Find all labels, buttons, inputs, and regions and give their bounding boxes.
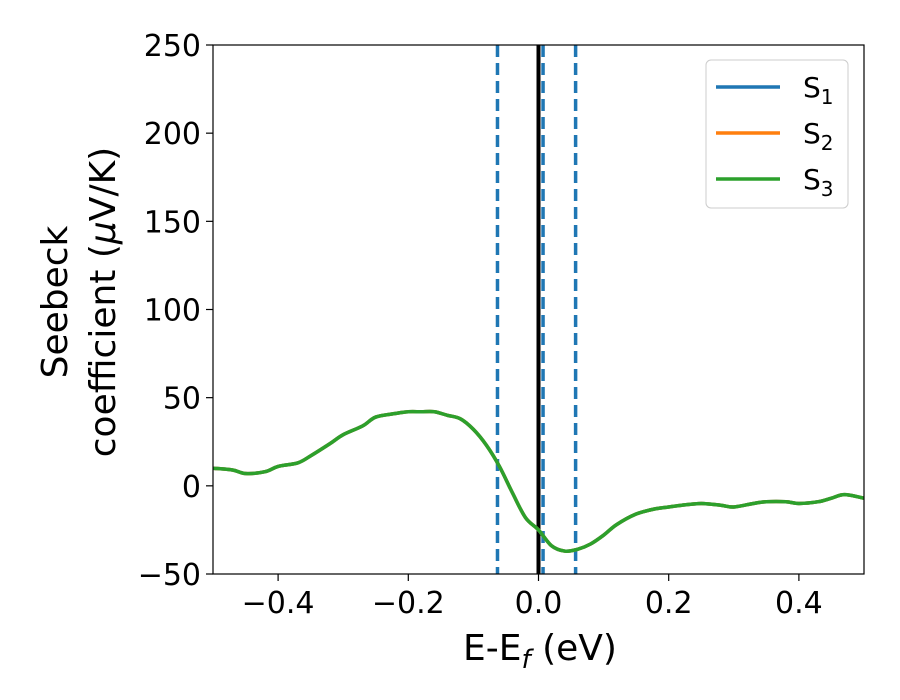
legend-label-s1: S1: [803, 71, 834, 109]
x-tick-label: −0.2: [372, 586, 445, 621]
y-tick-label: 250: [144, 29, 201, 64]
x-axis-label: E-Ef (eV): [463, 628, 617, 675]
series-line-s3: [213, 409, 864, 553]
x-axis-label-unit: (eV): [531, 628, 617, 669]
x-tick-label: −0.4: [242, 586, 315, 621]
y-axis-label-mu: μ: [83, 221, 124, 245]
y-axis-label-line1: Seebeck: [35, 225, 76, 378]
y-tick-label: 50: [163, 382, 201, 417]
x-tick-label: 0.4: [775, 586, 823, 621]
y-axis-label-text: coefficient (: [83, 244, 124, 457]
y-tick-label: −50: [138, 558, 201, 593]
y-tick-label: 150: [144, 205, 201, 240]
x-tick-label: 0.2: [645, 586, 693, 621]
y-axis-label-line2: coefficient (μV/K): [83, 147, 124, 457]
legend-label-s3: S3: [803, 163, 834, 201]
y-tick-label: 0: [182, 470, 201, 505]
y-axis-label-unit: V/K): [83, 147, 124, 221]
x-axis-label-main: E-E: [463, 628, 521, 669]
legend: S1 S2 S3: [705, 59, 849, 209]
x-tick-label: 0.0: [515, 586, 563, 621]
y-tick-label: 100: [144, 294, 201, 329]
legend-label-s2: S2: [803, 117, 834, 155]
y-tick-label: 200: [144, 117, 201, 152]
